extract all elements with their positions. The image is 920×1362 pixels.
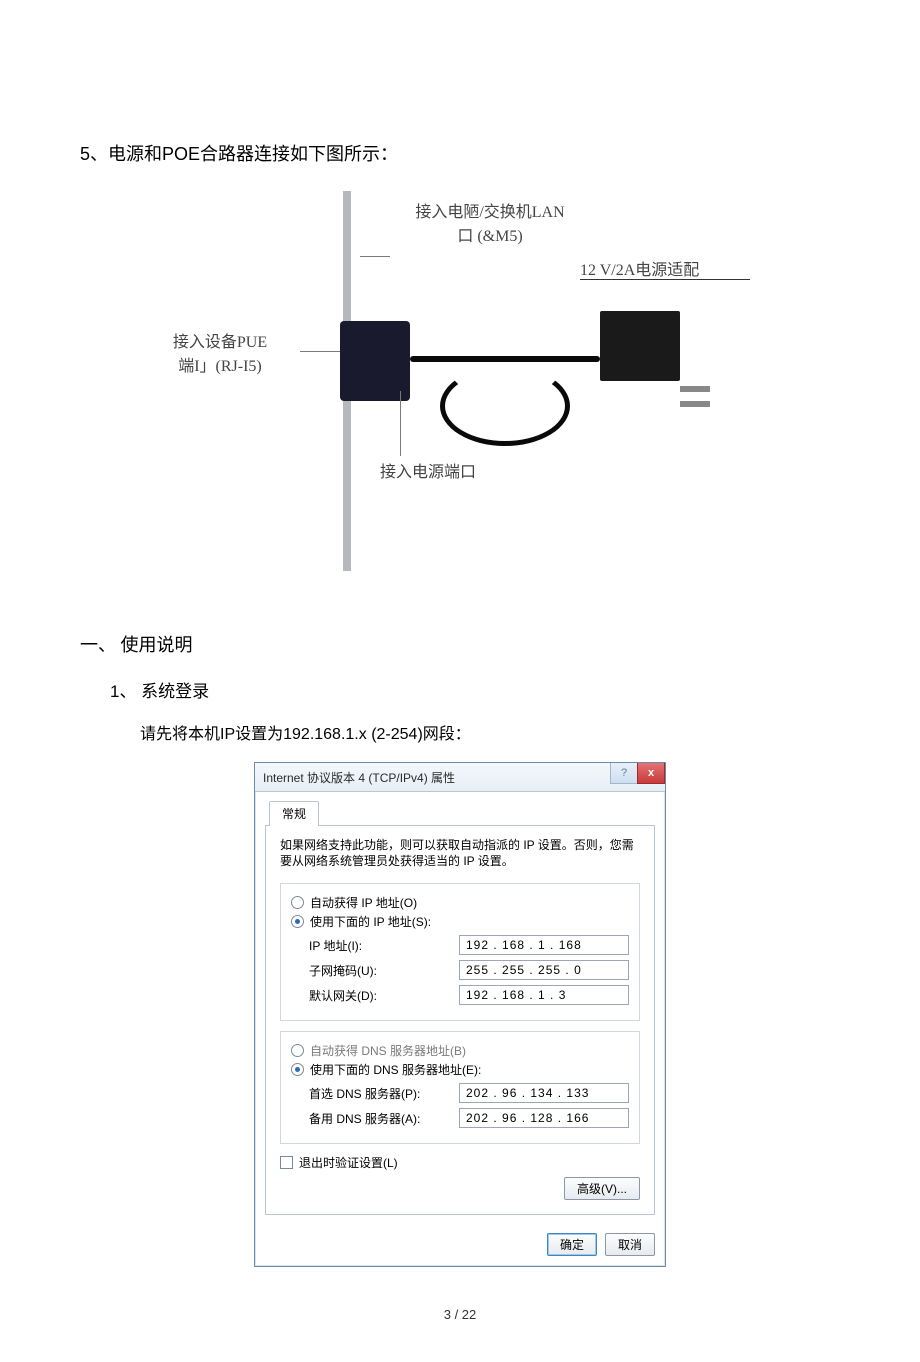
label-preferred-dns: 首选 DNS 服务器(P): — [309, 1085, 459, 1102]
instruction-text: 请先将本机IP设置为192.168.1.x (2-254)网段： — [140, 720, 840, 744]
tab-strip: 常规 — [265, 800, 655, 826]
radio-auto-dns[interactable] — [291, 1044, 304, 1057]
ipv4-properties-dialog: Internet 协议版本 4 (TCP/IPv4) 属性 ? x 常规 如果网… — [254, 762, 666, 1267]
input-default-gateway[interactable]: 192 . 168 . 1 . 3 — [459, 985, 629, 1005]
close-button[interactable]: x — [637, 763, 665, 784]
input-subnet-mask[interactable]: 255 . 255 . 255 . 0 — [459, 960, 629, 980]
label-auto-dns: 自动获得 DNS 服务器地址(B) — [310, 1042, 466, 1059]
label-manual-dns: 使用下面的 DNS 服务器地址(E): — [310, 1061, 481, 1078]
power-adapter — [600, 311, 680, 381]
tab-general[interactable]: 常规 — [269, 801, 319, 826]
section-1-1-heading: 1、 系统登录 — [110, 677, 840, 702]
callout-lan: 接入电陋/交换机LAN 口 (&M5) — [380, 201, 600, 249]
label-validate-on-exit: 退出时验证设置(L) — [299, 1154, 398, 1171]
leader-line — [400, 391, 401, 456]
dialog-description: 如果网络支持此功能，则可以获取自动指派的 IP 设置。否则，您需要从网络系统管理… — [280, 838, 640, 869]
radio-auto-ip[interactable] — [291, 896, 304, 909]
dialog-footer: 确定 取消 — [255, 1225, 665, 1266]
label-default-gateway: 默认网关(D): — [309, 987, 459, 1004]
poe-diagram: 接入电陋/交换机LAN 口 (&M5) 12 V/2A电源适配 接入设备PUE … — [140, 191, 780, 571]
cable-top — [343, 191, 351, 326]
dns-group: 自动获得 DNS 服务器地址(B) 使用下面的 DNS 服务器地址(E): 首选… — [280, 1031, 640, 1144]
callout-power-port: 接入电源端口 — [380, 461, 476, 485]
dialog-title: Internet 协议版本 4 (TCP/IPv4) 属性 — [263, 769, 455, 786]
plug-prong — [680, 386, 710, 392]
ip-group: 自动获得 IP 地址(O) 使用下面的 IP 地址(S): IP 地址(I): … — [280, 883, 640, 1021]
label-auto-ip: 自动获得 IP 地址(O) — [310, 894, 417, 911]
checkbox-validate-on-exit[interactable] — [280, 1156, 293, 1169]
ok-button[interactable]: 确定 — [547, 1233, 597, 1256]
page-number: 3 / 22 — [80, 1307, 840, 1322]
dc-cable-loop — [440, 366, 570, 446]
cancel-button[interactable]: 取消 — [605, 1233, 655, 1256]
help-button[interactable]: ? — [610, 763, 637, 784]
label-alternate-dns: 备用 DNS 服务器(A): — [309, 1110, 459, 1127]
callout-pue: 接入设备PUE 端I」(RJ-I5) — [140, 331, 300, 379]
input-ip-address[interactable]: 192 . 168 . 1 . 168 — [459, 935, 629, 955]
cable-bottom — [343, 401, 351, 571]
dc-cable — [410, 356, 600, 362]
plug-prong — [680, 401, 710, 407]
leader-underline — [580, 279, 750, 280]
advanced-button[interactable]: 高级(V)... — [564, 1177, 640, 1200]
radio-manual-ip[interactable] — [291, 915, 304, 928]
poe-injector — [340, 321, 410, 401]
radio-manual-dns[interactable] — [291, 1063, 304, 1076]
label-ip-address: IP 地址(I): — [309, 937, 459, 954]
leader-line — [360, 256, 390, 257]
input-preferred-dns[interactable]: 202 . 96 . 134 . 133 — [459, 1083, 629, 1103]
step-5-heading: 5、电源和POE合路器连接如下图所示： — [80, 140, 840, 166]
leader-line — [300, 351, 340, 352]
input-alternate-dns[interactable]: 202 . 96 . 128 . 166 — [459, 1108, 629, 1128]
dialog-titlebar: Internet 协议版本 4 (TCP/IPv4) 属性 ? x — [255, 763, 665, 792]
label-manual-ip: 使用下面的 IP 地址(S): — [310, 913, 431, 930]
label-subnet-mask: 子网掩码(U): — [309, 962, 459, 979]
section-1-heading: 一、 使用说明 — [80, 631, 840, 657]
